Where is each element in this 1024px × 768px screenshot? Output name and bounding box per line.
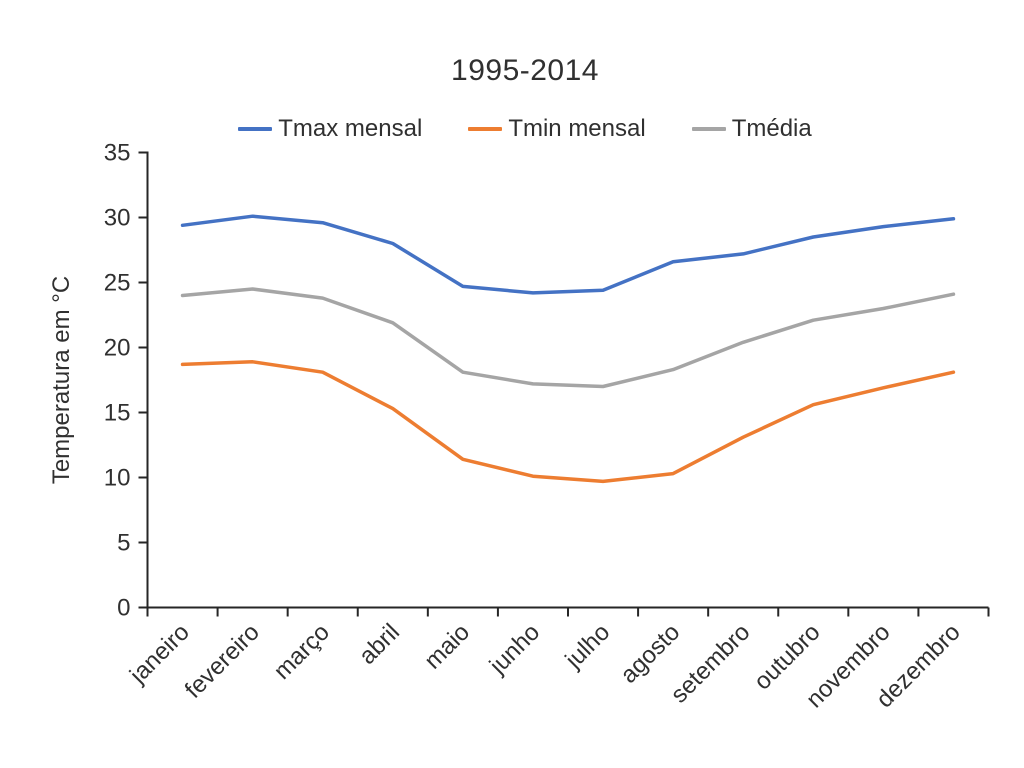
legend-swatch-icon <box>468 127 503 131</box>
legend-item-tmax-mensal: Tmax mensal <box>238 115 422 143</box>
x-tick-label: abril <box>354 619 405 670</box>
y-tick-label: 10 <box>104 465 131 492</box>
legend-label: Tmédia <box>731 115 812 142</box>
y-tick-label: 5 <box>117 530 130 557</box>
x-tick-label: fevereiro <box>180 619 265 704</box>
y-tick-label: 15 <box>104 400 131 427</box>
y-tick-label: 0 <box>117 595 130 622</box>
chart-legend: Tmax mensal Tmin mensal Tmédia <box>40 114 1010 144</box>
x-tick-label: julho <box>560 619 616 675</box>
y-tick-label: 20 <box>104 335 131 362</box>
legend-swatch-icon <box>691 127 726 131</box>
x-tick-label: março <box>269 619 335 685</box>
legend-label: Tmin mensal <box>508 115 646 142</box>
legend-item-tmédia: Tmédia <box>691 115 812 143</box>
series-line-tmédia <box>180 287 956 389</box>
y-tick-label: 25 <box>104 270 131 297</box>
x-tick-label: janeiro <box>124 619 195 690</box>
legend-label: Tmax mensal <box>278 115 423 142</box>
x-tick-label: agosto <box>615 619 685 689</box>
y-tick-label: 35 <box>104 140 131 167</box>
x-tick-label: junho <box>484 619 545 680</box>
y-tick-label: 30 <box>104 205 131 232</box>
x-tick-label: maio <box>419 619 475 675</box>
chart-title: 1995-2014 <box>451 54 599 87</box>
legend-item-tmin-mensal: Tmin mensal <box>468 115 646 143</box>
series-line-tmin-mensal <box>180 360 956 484</box>
legend-swatch-icon <box>238 127 273 131</box>
series-line-tmax-mensal <box>180 214 956 295</box>
